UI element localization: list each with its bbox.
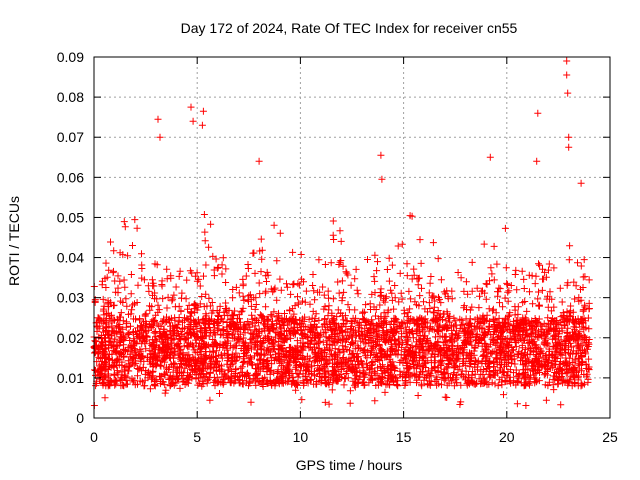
y-tick-label: 0.09 [57, 49, 84, 65]
y-tick-label: 0.01 [57, 370, 84, 386]
axis-ticks [93, 56, 611, 419]
y-tick-label: 0.02 [57, 330, 84, 346]
y-tick-labels: 0 0.01 0.02 0.03 0.04 0.05 0.06 0.07 0.08 0.09 [57, 49, 84, 426]
chart-title: Day 172 of 2024, Rate Of TEC Index for r… [181, 20, 518, 36]
y-axis-label: ROTI / TECUs [6, 196, 22, 286]
y-tick-label: 0.03 [57, 290, 84, 306]
x-tick-labels: 0 5 10 15 20 25 [90, 429, 618, 445]
x-axis-label: GPS time / hours [296, 457, 403, 473]
y-tick-label: 0 [76, 410, 84, 426]
y-tick-label: 0.04 [57, 250, 84, 266]
x-tick-label: 20 [499, 429, 515, 445]
data-points [90, 57, 593, 409]
x-tick-label: 0 [90, 429, 98, 445]
plot-frame [93, 56, 611, 419]
x-tick-label: 15 [396, 429, 412, 445]
x-tick-label: 10 [293, 429, 309, 445]
y-tick-label: 0.08 [57, 89, 84, 105]
y-tick-label: 0.06 [57, 169, 84, 185]
roti-point-markers [90, 57, 593, 409]
x-tick-label: 25 [602, 429, 618, 445]
x-tick-label: 5 [193, 429, 201, 445]
y-tick-label: 0.07 [57, 129, 84, 145]
y-tick-label: 0.05 [57, 209, 84, 225]
